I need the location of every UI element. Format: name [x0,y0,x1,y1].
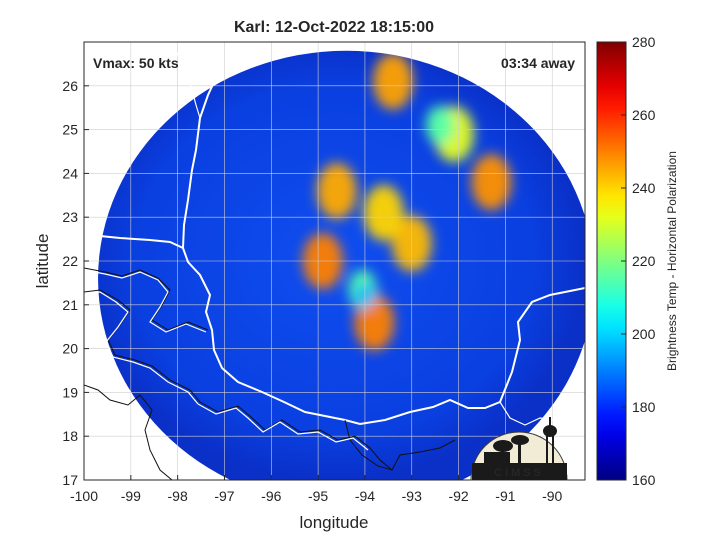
y-tick-label: 25 [62,122,78,138]
colorbar-tick-label: 200 [632,326,656,342]
x-tick-label: -93 [402,488,422,504]
x-tick-label: -94 [355,488,375,504]
coastline-north-inner [171,42,201,119]
y-tick-label: 24 [62,165,78,181]
brightness-feature [316,162,357,219]
x-tick-label: -98 [168,488,188,504]
colorbar-tick-label: 260 [632,107,656,123]
colorbar-ticks: 160 180 200 220 240 260 280 [621,34,656,488]
x-axis-label: longitude [299,513,368,532]
y-tick-label: 17 [62,472,78,488]
brightness-feature [373,53,414,110]
x-tick-label: -100 [70,488,98,504]
x-tick-label: -97 [214,488,234,504]
y-tick-label: 23 [62,209,78,225]
y-tick-label: 22 [62,253,78,269]
plot-area [84,42,585,480]
x-tick-label: -90 [542,488,562,504]
y-tick-label: 20 [62,341,78,357]
y-tick-label: 19 [62,384,78,400]
x-axis: -100 -99 -98 -97 -96 -95 -94 -93 -92 -91 -90 [70,475,563,504]
colorbar-tick-label: 180 [632,399,656,415]
x-tick-label: -95 [308,488,328,504]
y-axis: 17 18 19 20 21 22 23 24 25 26 [62,78,89,488]
x-tick-label: -92 [448,488,468,504]
x-tick-label: -91 [495,488,515,504]
colorbar: 160 180 200 220 240 260 280 Brightness Temp - … [596,34,679,488]
colorbar-tick-label: 160 [632,472,656,488]
brightness-feature [425,105,454,145]
logo-text: CIMSS [494,467,544,479]
y-tick-label: 18 [62,428,78,444]
state-borders [84,267,456,480]
time-away-annotation: 03:34 away [501,55,575,71]
coastline [84,227,585,426]
x-tick-label: -99 [121,488,141,504]
grid-lines [84,42,585,480]
vmax-annotation: Vmax: 50 kts [93,55,179,71]
y-axis-label: latitude [33,234,52,289]
brightness-feature [363,184,404,241]
state-borders-white [84,269,585,451]
y-tick-label: 21 [62,297,78,313]
x-tick-label: -96 [261,488,281,504]
coastline-north [182,42,217,249]
y-tick-label: 26 [62,78,78,94]
cimss-logo: CIMSS [470,417,568,481]
colorbar-tick-label: 280 [632,34,656,50]
colorbar-tick-label: 220 [632,253,656,269]
colorbar-tick-label: 240 [632,180,656,196]
chart-title: Karl: 12-Oct-2022 18:15:00 [234,19,434,36]
brightness-feature [471,154,512,211]
colorbar-label: Brightness Temp - Horizontal Polarizatio… [665,151,679,371]
